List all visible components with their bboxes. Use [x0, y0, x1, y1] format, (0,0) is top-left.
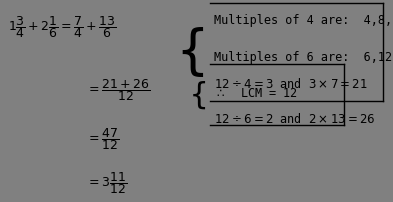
Text: $= 3\dfrac{11}{12}$: $= 3\dfrac{11}{12}$: [86, 170, 128, 196]
Text: Multiples of 6 are:  6,12,18,24,...: Multiples of 6 are: 6,12,18,24,...: [214, 50, 393, 63]
Text: {: {: [176, 27, 208, 78]
Text: $= \dfrac{47}{12}$: $= \dfrac{47}{12}$: [86, 125, 120, 151]
Text: Multiples of 4 are:  4,8,12,16,...: Multiples of 4 are: 4,8,12,16,...: [214, 14, 393, 27]
Text: $1\dfrac{3}{4} + 2\dfrac{1}{6} = \dfrac{7}{4} + \dfrac{13}{6}$: $1\dfrac{3}{4} + 2\dfrac{1}{6} = \dfrac{…: [8, 14, 116, 40]
Text: $12\div6=2$ and $2\times13=26$: $12\div6=2$ and $2\times13=26$: [214, 111, 376, 125]
Text: {: {: [190, 81, 208, 109]
Text: $= \dfrac{21+26}{12}$: $= \dfrac{21+26}{12}$: [86, 77, 151, 103]
Text: $12\div4=3$ and $3\times7=21$: $12\div4=3$ and $3\times7=21$: [214, 77, 368, 91]
Text: $\therefore$  LCM = 12: $\therefore$ LCM = 12: [214, 87, 298, 100]
